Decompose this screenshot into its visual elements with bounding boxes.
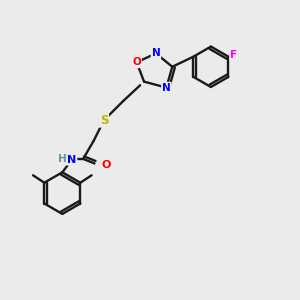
Text: O: O: [101, 160, 111, 170]
Text: N: N: [162, 82, 171, 93]
Text: S: S: [100, 114, 108, 127]
Text: H: H: [58, 154, 67, 164]
Text: N: N: [152, 48, 160, 59]
Text: F: F: [230, 50, 237, 60]
Text: N: N: [67, 155, 76, 165]
Text: O: O: [132, 57, 141, 67]
